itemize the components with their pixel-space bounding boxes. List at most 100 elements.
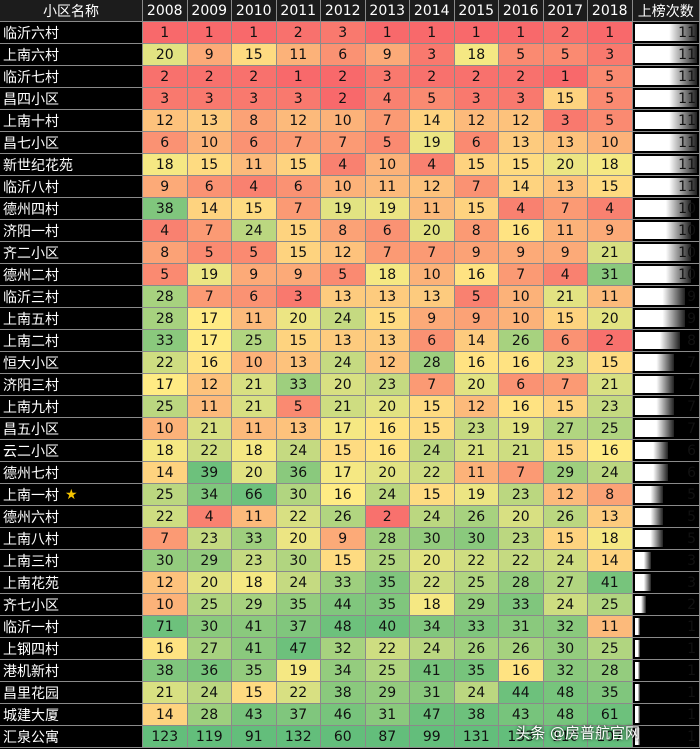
count-bar bbox=[634, 486, 663, 503]
rank-cell: 7 bbox=[543, 198, 588, 220]
rank-cell: 20 bbox=[187, 572, 232, 594]
rank-cell: 14 bbox=[187, 198, 232, 220]
rank-cell: 20 bbox=[588, 308, 633, 330]
name-text: 昌五小区 bbox=[3, 421, 59, 438]
rank-cell: 28 bbox=[143, 308, 188, 330]
rank-cell: 31 bbox=[588, 264, 633, 286]
rank-cell: 60 bbox=[321, 726, 366, 748]
count-text: 11 bbox=[678, 134, 696, 151]
rank-cell: 131 bbox=[454, 726, 499, 748]
rank-cell: 132 bbox=[276, 726, 321, 748]
rank-cell: 25 bbox=[365, 550, 410, 572]
rank-cell: 2 bbox=[454, 66, 499, 88]
rank-cell: 11 bbox=[232, 308, 277, 330]
rank-cell: 16 bbox=[454, 352, 499, 374]
count-cell: 8 bbox=[632, 330, 700, 352]
rank-cell: 13 bbox=[276, 352, 321, 374]
rank-cell: 37 bbox=[276, 616, 321, 638]
community-name: 上南六村 bbox=[0, 44, 143, 66]
rank-cell: 10 bbox=[410, 264, 455, 286]
rank-cell: 20 bbox=[365, 462, 410, 484]
rank-cell: 29 bbox=[454, 594, 499, 616]
rank-cell: 3 bbox=[588, 44, 633, 66]
rank-cell: 123 bbox=[143, 726, 188, 748]
count-bar bbox=[634, 442, 669, 459]
watermark: 头条 @房普航官网 bbox=[515, 724, 640, 742]
rank-cell: 24 bbox=[454, 682, 499, 704]
name-text: 新世纪花苑 bbox=[3, 157, 73, 174]
rank-cell: 16 bbox=[454, 264, 499, 286]
community-name: 上南十村 bbox=[0, 110, 143, 132]
rank-cell: 28 bbox=[365, 528, 410, 550]
count-cell: 1 bbox=[632, 682, 700, 704]
rank-cell: 37 bbox=[276, 704, 321, 726]
rank-cell: 24 bbox=[543, 550, 588, 572]
rank-cell: 24 bbox=[321, 352, 366, 374]
rank-cell: 30 bbox=[276, 550, 321, 572]
rank-cell: 10 bbox=[321, 176, 366, 198]
name-text: 临沂七村 bbox=[3, 69, 59, 86]
rank-cell: 44 bbox=[499, 682, 544, 704]
rank-cell: 1 bbox=[276, 66, 321, 88]
rank-cell: 33 bbox=[321, 572, 366, 594]
rank-cell: 5 bbox=[321, 264, 366, 286]
count-bar bbox=[634, 354, 674, 371]
rank-cell: 12 bbox=[276, 110, 321, 132]
count-bar bbox=[634, 552, 652, 569]
rank-cell: 7 bbox=[365, 242, 410, 264]
rank-cell: 3 bbox=[454, 88, 499, 110]
rank-cell: 15 bbox=[410, 418, 455, 440]
count-text: 8 bbox=[687, 332, 696, 349]
count-bar bbox=[634, 574, 652, 591]
rank-cell: 33 bbox=[143, 330, 188, 352]
rank-cell: 35 bbox=[365, 594, 410, 616]
name-text: 德州四村 bbox=[3, 201, 59, 218]
count-text: 11 bbox=[678, 46, 696, 63]
rank-cell: 23 bbox=[454, 418, 499, 440]
count-bar bbox=[634, 662, 641, 679]
count-text: 1 bbox=[687, 684, 696, 701]
count-text: 7 bbox=[687, 420, 696, 437]
rank-cell: 36 bbox=[187, 660, 232, 682]
rank-cell: 9 bbox=[232, 264, 277, 286]
count-bar bbox=[634, 200, 691, 217]
count-bar bbox=[634, 332, 680, 349]
rank-cell: 35 bbox=[232, 660, 277, 682]
rank-cell: 15 bbox=[543, 528, 588, 550]
rank-cell: 25 bbox=[588, 418, 633, 440]
rank-cell: 3 bbox=[410, 44, 455, 66]
header-cell: 2018 bbox=[588, 0, 633, 22]
count-bar bbox=[634, 310, 686, 327]
rank-cell: 110 bbox=[543, 726, 588, 748]
count-text: 6 bbox=[687, 442, 696, 459]
rank-cell: 20 bbox=[499, 506, 544, 528]
rank-cell: 10 bbox=[187, 132, 232, 154]
rank-cell: 4 bbox=[143, 220, 188, 242]
rank-cell: 15 bbox=[588, 352, 633, 374]
count-cell: 7 bbox=[632, 352, 700, 374]
header-cell: 2015 bbox=[454, 0, 499, 22]
rank-cell: 19 bbox=[365, 198, 410, 220]
rank-cell: 24 bbox=[410, 506, 455, 528]
rank-cell: 133 bbox=[499, 726, 544, 748]
rank-cell: 21 bbox=[232, 374, 277, 396]
rank-cell: 14 bbox=[499, 176, 544, 198]
rank-cell: 34 bbox=[410, 616, 455, 638]
rank-cell: 22 bbox=[410, 462, 455, 484]
rank-cell: 5 bbox=[588, 88, 633, 110]
rank-cell: 11 bbox=[588, 286, 633, 308]
rank-cell: 15 bbox=[232, 682, 277, 704]
rank-cell: 4 bbox=[410, 154, 455, 176]
rank-cell: 99 bbox=[410, 726, 455, 748]
rank-cell: 12 bbox=[365, 352, 410, 374]
rank-cell: 27 bbox=[187, 638, 232, 660]
rank-cell: 4 bbox=[543, 264, 588, 286]
count-bar bbox=[634, 24, 697, 41]
rank-cell: 24 bbox=[588, 462, 633, 484]
rank-cell: 21 bbox=[454, 440, 499, 462]
count-cell: 1 bbox=[632, 660, 700, 682]
rank-cell: 11 bbox=[276, 44, 321, 66]
community-name: 临沂八村 bbox=[0, 176, 143, 198]
header-cell: 上榜次数 bbox=[632, 0, 700, 22]
rank-cell: 17 bbox=[321, 418, 366, 440]
